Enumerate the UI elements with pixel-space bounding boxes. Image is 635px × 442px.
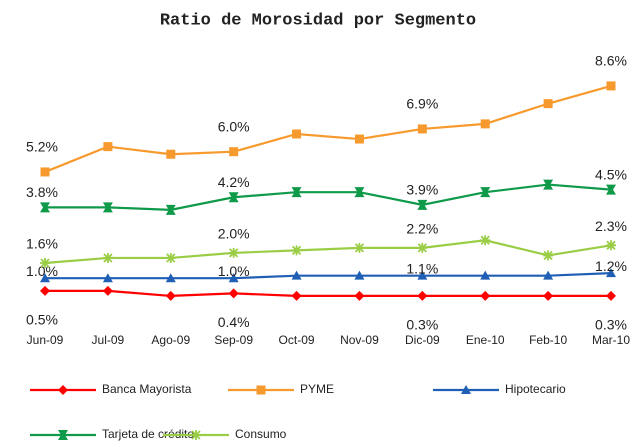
data-label: 0.3% (406, 317, 438, 333)
marker (165, 252, 176, 263)
marker (165, 273, 176, 283)
data-label: 0.3% (595, 317, 627, 333)
marker (480, 290, 491, 301)
marker (165, 290, 176, 301)
legend-label: Consumo (235, 427, 287, 441)
legend-label: Hipotecario (505, 382, 566, 396)
marker (543, 290, 554, 301)
data-label: 5.2% (26, 139, 58, 155)
x-tick-label: Dic-09 (405, 333, 440, 347)
marker (354, 187, 365, 198)
legend-label: Banca Mayorista (102, 382, 192, 396)
x-tick-label: Mar-10 (592, 333, 630, 347)
marker (228, 273, 239, 283)
data-label: 2.2% (406, 221, 438, 237)
data-label: 3.9% (406, 182, 438, 198)
marker (606, 240, 616, 251)
legend-label: Tarjeta de crédito (102, 427, 194, 441)
legend-marker (58, 385, 68, 395)
data-label: 2.0% (218, 226, 250, 242)
data-label: 6.9% (406, 96, 438, 112)
data-label: 1.0% (218, 263, 250, 279)
marker (543, 270, 554, 280)
marker (417, 242, 428, 253)
marker (417, 199, 428, 210)
marker (480, 187, 491, 198)
marker (229, 147, 239, 157)
x-tick-label: Feb-10 (529, 333, 567, 347)
x-tick-label: Sep-09 (214, 333, 253, 347)
marker (102, 273, 113, 283)
data-label: 1.0% (26, 263, 58, 279)
legend-marker (58, 430, 68, 440)
marker (40, 258, 50, 269)
marker (103, 142, 113, 152)
x-tick-label: Jun-09 (27, 333, 64, 347)
data-label: 4.2% (218, 174, 250, 190)
marker (480, 235, 491, 246)
data-label: 1.1% (406, 260, 438, 276)
marker (354, 134, 364, 144)
data-label: 1.2% (595, 258, 627, 274)
data-label: 4.5% (595, 166, 627, 182)
marker (102, 202, 113, 213)
data-label: 1.6% (26, 236, 58, 252)
marker (417, 124, 427, 134)
series-line (44, 239, 612, 265)
marker (291, 187, 302, 198)
marker (543, 179, 554, 190)
data-label: 0.5% (26, 312, 58, 328)
marker (228, 247, 239, 258)
marker (606, 184, 616, 195)
x-tick-label: Nov-09 (340, 333, 379, 347)
marker (102, 252, 113, 263)
marker (291, 290, 302, 301)
marker (291, 245, 302, 256)
marker (228, 192, 239, 203)
marker (102, 285, 113, 296)
legend-marker (191, 430, 201, 440)
legend-label: PYME (300, 382, 334, 396)
series-line (44, 84, 612, 173)
series-line (45, 289, 611, 298)
x-tick-label: Ago-09 (151, 333, 190, 347)
marker (606, 268, 616, 278)
series-line (45, 183, 612, 211)
marker (292, 129, 302, 139)
marker (543, 99, 553, 109)
marker (480, 119, 490, 129)
marker (40, 285, 50, 296)
marker (228, 288, 239, 299)
marker (417, 290, 428, 301)
marker (354, 242, 365, 253)
marker (40, 202, 50, 213)
data-label: 3.8% (26, 184, 58, 200)
marker (166, 149, 176, 159)
chart-title: Ratio de Morosidad por Segmento (160, 11, 476, 30)
data-label: 2.3% (595, 218, 627, 234)
x-tick-label: Oct-09 (279, 333, 315, 347)
marker (543, 250, 554, 261)
marker (354, 290, 365, 301)
series-line (45, 272, 612, 280)
marker (417, 270, 428, 280)
marker (354, 270, 365, 280)
marker (606, 290, 616, 301)
marker (40, 167, 50, 177)
marker (606, 81, 616, 91)
marker (291, 270, 302, 280)
data-label: 8.6% (595, 53, 627, 69)
legend-marker (461, 385, 471, 394)
data-label: 6.0% (218, 118, 250, 134)
legend-marker (256, 385, 266, 395)
marker (165, 204, 176, 215)
x-tick-label: Jul-09 (92, 333, 125, 347)
marker (480, 270, 491, 280)
data-label: 0.4% (218, 314, 250, 330)
marker (40, 273, 50, 283)
x-tick-label: Ene-10 (466, 333, 505, 347)
